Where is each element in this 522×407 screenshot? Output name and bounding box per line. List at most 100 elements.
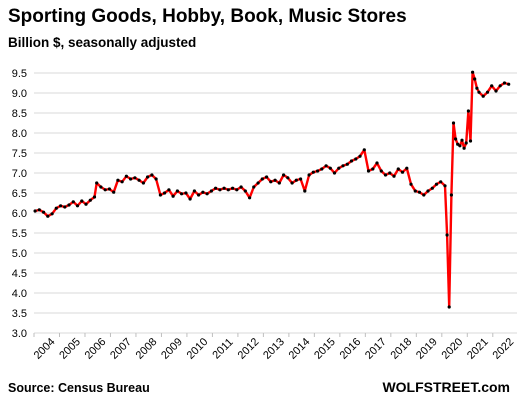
data-point	[209, 189, 213, 193]
data-point	[473, 77, 477, 81]
data-point	[180, 192, 184, 196]
data-point	[341, 164, 345, 168]
y-tick-label: 7.0	[12, 168, 27, 180]
data-point	[371, 167, 375, 171]
data-point	[417, 190, 422, 194]
data-point	[466, 109, 470, 113]
x-tick-label: 2013	[261, 336, 287, 362]
y-tick-label: 8.5	[12, 108, 27, 120]
data-point	[502, 81, 507, 85]
data-point	[451, 121, 456, 125]
data-point	[175, 189, 179, 193]
data-point	[226, 188, 230, 192]
x-tick-label: 2019	[414, 336, 440, 362]
y-tick-label: 5.0	[12, 248, 27, 260]
y-tick-label: 3.5	[12, 308, 27, 320]
y-tick-label: 8.0	[12, 128, 27, 140]
data-point	[449, 193, 453, 197]
x-tick-label: 2008	[134, 336, 160, 362]
data-point	[311, 170, 315, 174]
data-point	[422, 193, 426, 197]
data-point	[54, 206, 58, 210]
data-point	[290, 181, 294, 185]
data-point	[235, 188, 239, 192]
data-point	[63, 205, 67, 209]
data-point	[103, 188, 107, 192]
data-point	[84, 202, 88, 206]
data-point	[481, 94, 485, 98]
data-point	[75, 204, 80, 208]
data-point	[454, 137, 458, 141]
data-point	[37, 208, 41, 212]
x-tick-label: 2016	[338, 336, 364, 362]
x-tick-label: 2012	[236, 336, 262, 362]
data-point	[112, 190, 116, 194]
data-point	[362, 148, 366, 152]
chart-title: Sporting Goods, Hobby, Book, Music Store…	[8, 6, 407, 27]
y-tick-label: 5.5	[12, 228, 27, 240]
data-point	[375, 161, 379, 165]
data-point	[396, 167, 400, 171]
data-point	[260, 177, 264, 181]
y-tick-label: 9.0	[12, 88, 27, 100]
data-point	[477, 90, 481, 94]
data-point	[426, 189, 430, 193]
data-point	[133, 176, 137, 180]
x-tick-label: 2005	[57, 336, 83, 362]
y-axis-ticks: 3.0 3.5 4.0 4.5 5.0 5.5 6.0 6.5 7.0 7.5 8.0 8.5 9.0 9…	[12, 68, 27, 340]
data-point	[460, 138, 464, 142]
data-point	[445, 233, 449, 237]
data-point	[277, 181, 281, 185]
data-point	[46, 214, 50, 218]
data-point	[137, 178, 141, 182]
data-point	[316, 169, 320, 173]
data-point	[337, 166, 341, 170]
data-point	[163, 191, 167, 195]
data-point	[231, 186, 235, 190]
data-point	[265, 175, 269, 179]
data-point	[124, 174, 128, 178]
data-point	[150, 173, 154, 177]
data-point	[243, 189, 247, 193]
data-point	[88, 198, 92, 202]
data-point	[42, 210, 46, 214]
data-point	[116, 178, 120, 182]
data-point	[458, 144, 462, 148]
data-point	[388, 171, 392, 175]
source-note: Source: Census Bureau	[8, 381, 150, 395]
x-tick-label: 2011	[210, 336, 235, 361]
data-point	[273, 178, 277, 182]
data-point	[192, 189, 196, 193]
data-point	[146, 175, 150, 179]
data-point	[379, 169, 383, 173]
data-point	[430, 186, 434, 190]
y-tick-label: 4.0	[12, 288, 27, 300]
data-point	[222, 186, 226, 190]
data-point	[171, 194, 175, 198]
x-tick-label: 2009	[159, 336, 185, 362]
data-point	[443, 184, 447, 188]
data-point	[400, 170, 405, 174]
brand-logo-text: WOLFSTREET.com	[382, 379, 510, 395]
data-point	[67, 203, 71, 207]
data-point	[320, 167, 324, 171]
chart-subtitle: Billion $, seasonally adjusted	[8, 35, 197, 50]
data-point	[468, 139, 473, 143]
data-point	[447, 305, 451, 309]
data-point	[358, 154, 362, 158]
data-point	[439, 180, 443, 184]
data-point	[282, 173, 286, 177]
data-point	[201, 190, 205, 194]
data-point	[50, 212, 54, 216]
data-point	[471, 70, 475, 74]
data-point	[507, 82, 511, 86]
data-point	[456, 142, 460, 146]
data-point	[184, 191, 188, 195]
data-point	[129, 177, 133, 181]
series-markers	[33, 70, 511, 309]
x-tick-label: 2018	[389, 336, 415, 362]
data-point	[324, 164, 328, 168]
x-tick-label: 2006	[83, 336, 109, 362]
data-point	[286, 176, 290, 180]
data-point	[214, 186, 218, 190]
